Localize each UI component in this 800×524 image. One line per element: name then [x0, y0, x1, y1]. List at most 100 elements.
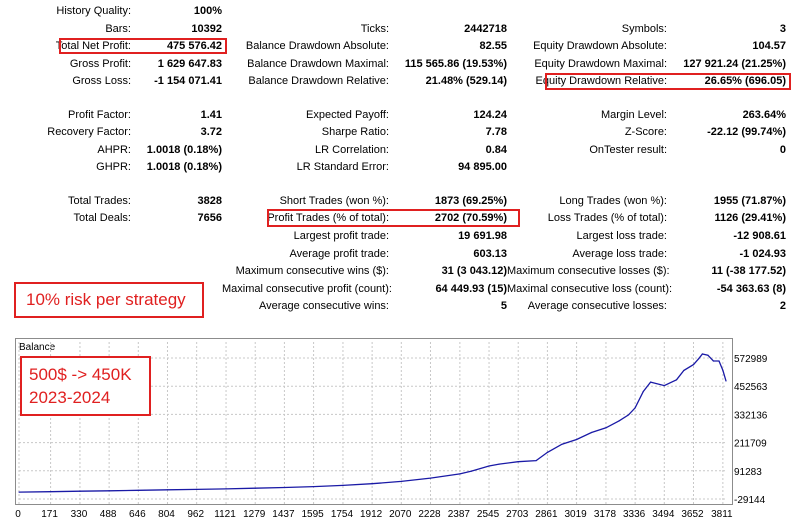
- report-value: 2702 (70.59%): [434, 212, 507, 224]
- x-tick-label: 2861: [535, 509, 558, 520]
- report-value: 3828: [197, 195, 222, 207]
- balance-point: [718, 360, 720, 362]
- x-tick-label: 3652: [681, 509, 704, 520]
- report-value: 124.24: [473, 109, 507, 121]
- report-label: Maximal consecutive loss (count):: [507, 283, 673, 295]
- balance-point: [166, 489, 169, 491]
- x-tick-label: 488: [99, 509, 117, 520]
- balance-point: [535, 459, 537, 462]
- x-tick-label: 2387: [447, 509, 470, 520]
- balance-line: [18, 353, 727, 493]
- report-value: 10392: [191, 23, 222, 35]
- balance-point: [701, 353, 703, 355]
- report-value: -1 154 071.41: [154, 75, 222, 87]
- report-label: Balance Drawdown Absolute:: [245, 40, 389, 52]
- report-label: Average loss trade:: [572, 248, 667, 260]
- x-tick-label: 2228: [418, 509, 441, 520]
- report-label: Average consecutive losses:: [527, 300, 667, 312]
- report-value: 19 691.98: [458, 230, 507, 242]
- report-value: -22.12 (99.74%): [707, 126, 786, 138]
- y-tick-label: 572989: [734, 354, 768, 365]
- report-value: 0.84: [485, 144, 507, 156]
- balance-point: [400, 480, 402, 483]
- y-tick-label: 452563: [734, 382, 768, 393]
- growth-note: 500$ -> 450K 2023-2024: [20, 356, 151, 416]
- report-label: Profit Factor:: [68, 109, 131, 121]
- balance-point: [575, 438, 578, 441]
- highlight-equity-drawdown-relative: [545, 73, 791, 90]
- balance-point: [429, 477, 432, 479]
- report-value: -12 908.61: [733, 230, 786, 242]
- report-label: Recovery Factor:: [47, 126, 131, 138]
- report-value: 94 895.00: [458, 161, 507, 173]
- report-label: Equity Drawdown Maximal:: [534, 58, 667, 70]
- balance-point: [312, 485, 315, 488]
- report-label: Largest profit trade:: [293, 230, 389, 242]
- report-value: 2: [779, 300, 786, 312]
- report-label: Balance Drawdown Relative:: [248, 75, 389, 87]
- balance-point: [459, 473, 461, 475]
- report-value: 3: [779, 23, 786, 35]
- report-label: LR Standard Error:: [296, 161, 389, 173]
- balance-point: [283, 486, 286, 489]
- balance-point: [683, 369, 685, 372]
- x-tick-label: 3019: [564, 509, 587, 520]
- x-tick-label: 3494: [652, 509, 675, 520]
- report-value: 1.0018 (0.18%): [146, 161, 222, 173]
- y-tick-label: 91283: [734, 467, 762, 478]
- report-value: 21.48% (529.14): [425, 75, 507, 87]
- report-value: 263.64%: [742, 109, 786, 121]
- report-label: LR Correlation:: [315, 144, 389, 156]
- report-label: Equity Drawdown Relative:: [535, 75, 667, 87]
- report-value: 5: [500, 300, 507, 312]
- report-value: 1.41: [200, 109, 222, 121]
- x-tick-label: 962: [187, 509, 205, 520]
- report-label: Average consecutive wins:: [258, 300, 389, 312]
- report-value: 82.55: [479, 40, 507, 52]
- report-label: Balance Drawdown Maximal:: [247, 58, 389, 70]
- x-tick-label: 3178: [593, 509, 617, 520]
- x-tick-label: 646: [128, 509, 146, 520]
- balance-point: [196, 488, 198, 490]
- report-value: 115 565.86 (19.53%): [404, 58, 507, 70]
- balance-point: [137, 489, 139, 491]
- x-tick-label: 2703: [506, 509, 529, 520]
- balance-point: [618, 420, 620, 422]
- x-tick-label: 2545: [476, 509, 500, 520]
- report-value: 1 629 647.83: [157, 58, 222, 70]
- x-tick-label: 2070: [389, 509, 412, 520]
- report-label: Largest loss trade:: [576, 230, 668, 242]
- x-tick-label: 330: [70, 509, 88, 520]
- report-value: 2442718: [464, 23, 507, 35]
- x-tick-label: 1121: [214, 509, 236, 520]
- x-tick-label: 3811: [711, 509, 733, 520]
- report-value: 3.72: [200, 126, 222, 138]
- report-value: 127 921.24 (21.25%): [683, 58, 786, 70]
- balance-point: [79, 490, 81, 492]
- balance-point: [642, 390, 644, 393]
- growth-note-line1: 500$ -> 450K: [29, 365, 132, 384]
- balance-point: [561, 443, 563, 445]
- balance-point: [627, 414, 630, 416]
- balance-point: [725, 380, 727, 382]
- x-tick-label: 171: [41, 509, 58, 520]
- balance-point: [254, 487, 256, 489]
- x-tick-label: 1754: [330, 509, 354, 520]
- x-tick-label: 804: [158, 509, 175, 520]
- balance-point: [707, 354, 709, 356]
- report-label: OnTester result:: [589, 144, 667, 156]
- report-value: 100%: [193, 5, 222, 17]
- balance-point: [488, 465, 490, 467]
- balance-point: [108, 490, 110, 492]
- y-tick-label: 211709: [734, 439, 767, 450]
- report-value: 26.65% (696.05): [704, 75, 786, 87]
- report-value: 1.0018 (0.18%): [146, 144, 222, 156]
- report-label: Total Trades:: [68, 195, 131, 207]
- report-label: AHPR:: [97, 144, 131, 156]
- balance-point: [675, 379, 678, 381]
- report-label: Maximal consecutive profit (count):: [222, 283, 392, 295]
- report-value: 1873 (69.25%): [434, 195, 507, 207]
- report-label: Total Deals:: [73, 212, 131, 224]
- balance-point: [225, 488, 227, 490]
- report-label: Gross Loss:: [72, 75, 131, 87]
